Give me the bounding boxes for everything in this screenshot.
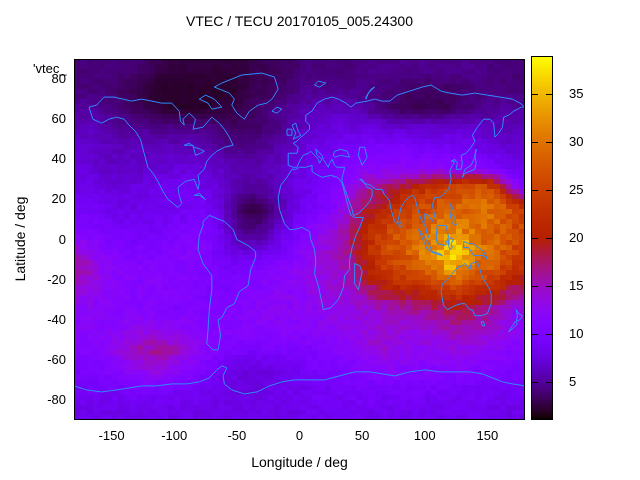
chart-title: VTEC / TECU 20170105_005.24300 (185, 13, 413, 29)
colorbar-canvas (531, 56, 553, 420)
key-label-vtec: 'vtec_ (33, 61, 67, 76)
x-tick-label: 150 (476, 428, 499, 443)
colorbar-tick-label: 15 (569, 277, 584, 293)
y-tick-label: 0 (58, 231, 66, 247)
x-tick-label: 50 (354, 428, 370, 443)
y-tick-label: -60 (47, 351, 66, 367)
colorbar-tick-label: 5 (569, 373, 577, 389)
colorbar-tick-label: 10 (569, 325, 584, 341)
colorbar-tick-label: 25 (569, 182, 584, 198)
colorbar-tick-label: 30 (569, 134, 584, 150)
y-tick-label: 40 (51, 151, 66, 167)
colorbar-tick-label: 20 (569, 230, 584, 245)
x-tick-label: 0 (295, 428, 304, 443)
colorbar-tick-label: 35 (569, 86, 584, 102)
y-tick-label: -20 (47, 271, 66, 287)
y-tick-label: 60 (51, 111, 66, 127)
tec-heatmap-canvas (74, 59, 525, 420)
y-tick-label: -80 (47, 391, 66, 407)
y-tick-label: 80 (51, 71, 66, 87)
x-tick-label: -150 (98, 428, 125, 443)
x-axis-label: Longitude / deg (251, 454, 348, 470)
x-tick-label: -100 (161, 428, 188, 443)
x-tick-label: 100 (413, 428, 436, 443)
y-tick-label: -40 (47, 311, 66, 327)
y-tick-label: 20 (51, 191, 66, 207)
x-tick-label: -50 (227, 428, 247, 443)
